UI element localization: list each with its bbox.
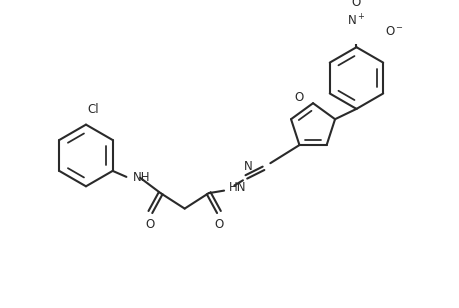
Text: O$^-$: O$^-$ bbox=[385, 25, 404, 38]
Text: O: O bbox=[214, 218, 224, 231]
Text: NH: NH bbox=[132, 171, 150, 184]
Text: O: O bbox=[146, 218, 155, 231]
Text: Cl: Cl bbox=[88, 103, 99, 116]
Text: N$^+$: N$^+$ bbox=[347, 13, 366, 28]
Text: O: O bbox=[352, 0, 361, 10]
Text: HN: HN bbox=[229, 181, 247, 194]
Text: N: N bbox=[244, 160, 252, 173]
Text: O: O bbox=[295, 91, 304, 104]
